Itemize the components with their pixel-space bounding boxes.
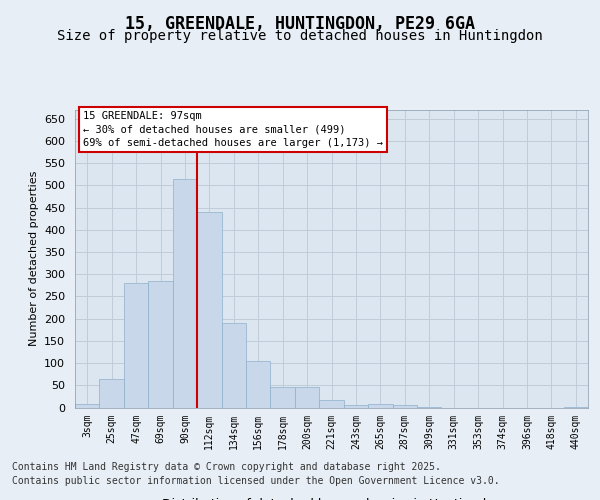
Text: 15, GREENDALE, HUNTINGDON, PE29 6GA: 15, GREENDALE, HUNTINGDON, PE29 6GA bbox=[125, 15, 475, 33]
Bar bbox=[319, 400, 344, 407]
Bar bbox=[295, 387, 319, 407]
Bar bbox=[417, 406, 442, 408]
Bar bbox=[271, 387, 295, 407]
Text: Contains HM Land Registry data © Crown copyright and database right 2025.: Contains HM Land Registry data © Crown c… bbox=[12, 462, 441, 472]
Bar bbox=[344, 406, 368, 407]
X-axis label: Distribution of detached houses by size in Huntingdon: Distribution of detached houses by size … bbox=[161, 498, 502, 500]
Bar bbox=[246, 361, 271, 408]
Text: Contains public sector information licensed under the Open Government Licence v3: Contains public sector information licen… bbox=[12, 476, 500, 486]
Bar bbox=[148, 281, 173, 407]
Bar bbox=[124, 283, 148, 408]
Bar bbox=[75, 404, 100, 407]
Bar bbox=[173, 179, 197, 408]
Bar bbox=[392, 406, 417, 407]
Bar bbox=[100, 378, 124, 408]
Bar bbox=[368, 404, 392, 407]
Bar bbox=[221, 323, 246, 407]
Bar bbox=[563, 406, 588, 408]
Text: 15 GREENDALE: 97sqm
← 30% of detached houses are smaller (499)
69% of semi-detac: 15 GREENDALE: 97sqm ← 30% of detached ho… bbox=[83, 112, 383, 148]
Text: Size of property relative to detached houses in Huntingdon: Size of property relative to detached ho… bbox=[57, 29, 543, 43]
Bar bbox=[197, 212, 221, 408]
Y-axis label: Number of detached properties: Number of detached properties bbox=[29, 171, 38, 346]
